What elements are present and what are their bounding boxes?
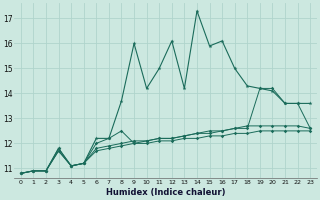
X-axis label: Humidex (Indice chaleur): Humidex (Indice chaleur) <box>106 188 225 197</box>
